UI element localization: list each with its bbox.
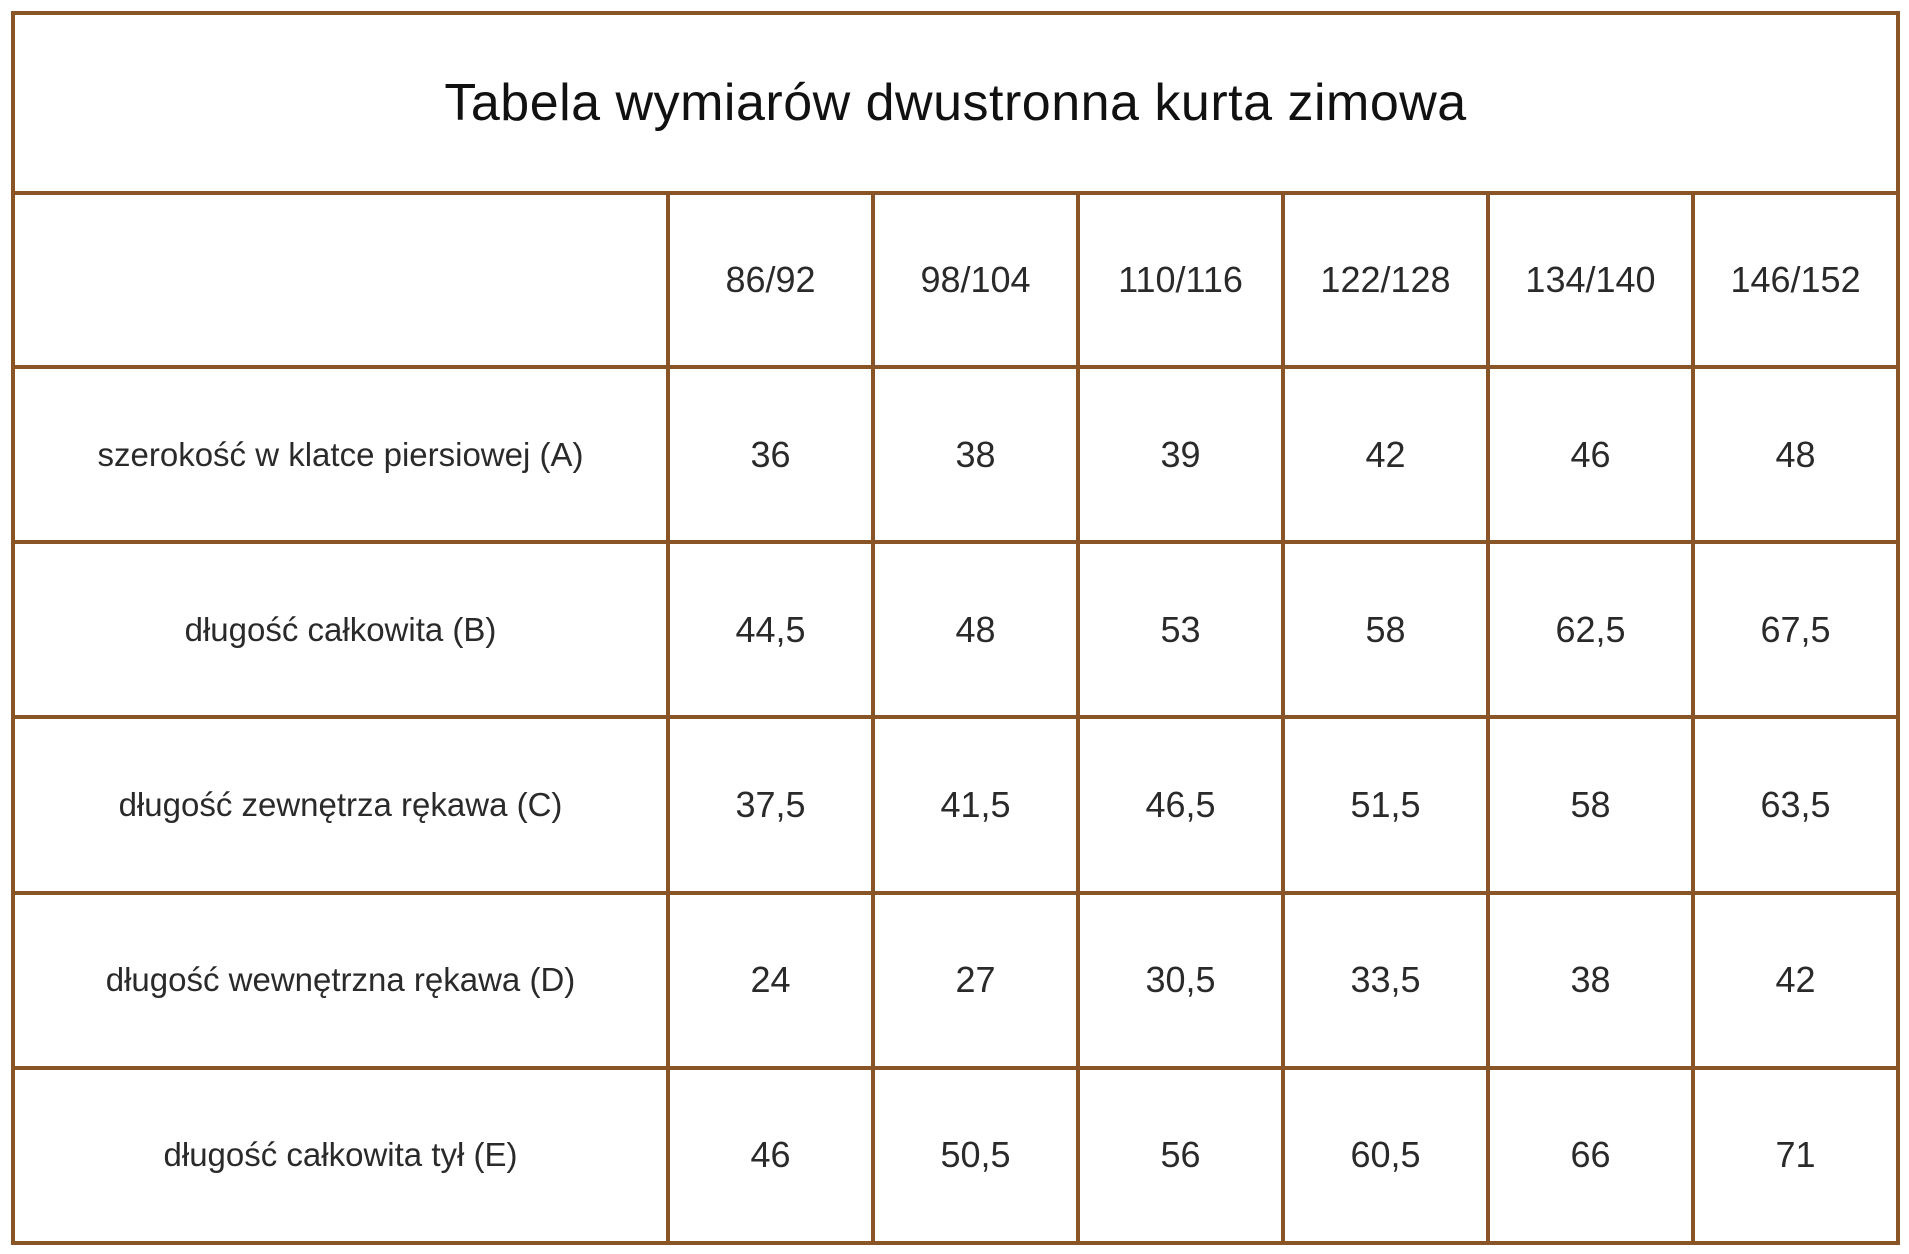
table-cell: 46: [666, 1065, 875, 1246]
table-cell: 30,5: [1076, 890, 1285, 1070]
table-cell: 53: [1076, 540, 1285, 720]
table-cell: 48: [871, 540, 1080, 720]
size-header: 86/92: [666, 191, 875, 369]
table-cell: 42: [1281, 364, 1490, 545]
table-cell: 60,5: [1281, 1065, 1490, 1246]
table-cell: 41,5: [871, 715, 1080, 895]
table-cell: 36: [666, 364, 875, 545]
table-row: długość całkowita (B) 44,5 48 53 58 62,5…: [11, 540, 1901, 720]
corner-cell: [11, 191, 670, 369]
table-title: Tabela wymiarów dwustronna kurta zimowa: [10, 11, 1901, 195]
table-cell: 42: [1690, 890, 1901, 1070]
table-cell: 51,5: [1281, 715, 1490, 895]
measurement-label: długość całkowita tył (E): [11, 1065, 670, 1246]
table-cell: 24: [666, 890, 875, 1070]
table-cell: 58: [1281, 540, 1490, 720]
size-header-row: 86/92 98/104 110/116 122/128 134/140 146…: [11, 191, 1901, 369]
table-cell: 58: [1486, 715, 1695, 895]
size-chart-table: Tabela wymiarów dwustronna kurta zimowa …: [10, 11, 1901, 1246]
table-cell: 38: [871, 364, 1080, 545]
table-cell: 39: [1076, 364, 1285, 545]
table-cell: 33,5: [1281, 890, 1490, 1070]
table-cell: 62,5: [1486, 540, 1695, 720]
table-row: długość wewnętrzna rękawa (D) 24 27 30,5…: [11, 890, 1901, 1070]
table-row: szerokość w klatce piersiowej (A) 36 38 …: [11, 364, 1901, 545]
table-cell: 38: [1486, 890, 1695, 1070]
table-cell: 63,5: [1690, 715, 1901, 895]
table-cell: 66: [1486, 1065, 1695, 1246]
table-cell: 48: [1690, 364, 1901, 545]
size-header: 134/140: [1486, 191, 1695, 369]
table-cell: 50,5: [871, 1065, 1080, 1246]
table-row: długość zewnętrza rękawa (C) 37,5 41,5 4…: [11, 715, 1901, 895]
measurement-label: szerokość w klatce piersiowej (A): [11, 364, 670, 545]
measurement-label: długość wewnętrzna rękawa (D): [11, 890, 670, 1070]
table-cell: 27: [871, 890, 1080, 1070]
table-cell: 67,5: [1690, 540, 1901, 720]
table-cell: 44,5: [666, 540, 875, 720]
title-row: Tabela wymiarów dwustronna kurta zimowa: [10, 11, 1901, 195]
table-cell: 71: [1690, 1065, 1901, 1246]
table-cell: 46,5: [1076, 715, 1285, 895]
size-header: 98/104: [871, 191, 1080, 369]
measurement-label: długość zewnętrza rękawa (C): [11, 715, 670, 895]
table-cell: 56: [1076, 1065, 1285, 1246]
table-row: długość całkowita tył (E) 46 50,5 56 60,…: [11, 1065, 1901, 1246]
table-cell: 46: [1486, 364, 1695, 545]
size-header: 110/116: [1076, 191, 1285, 369]
size-header: 146/152: [1690, 191, 1901, 369]
measurement-label: długość całkowita (B): [11, 540, 670, 720]
table-cell: 37,5: [666, 715, 875, 895]
size-header: 122/128: [1281, 191, 1490, 369]
